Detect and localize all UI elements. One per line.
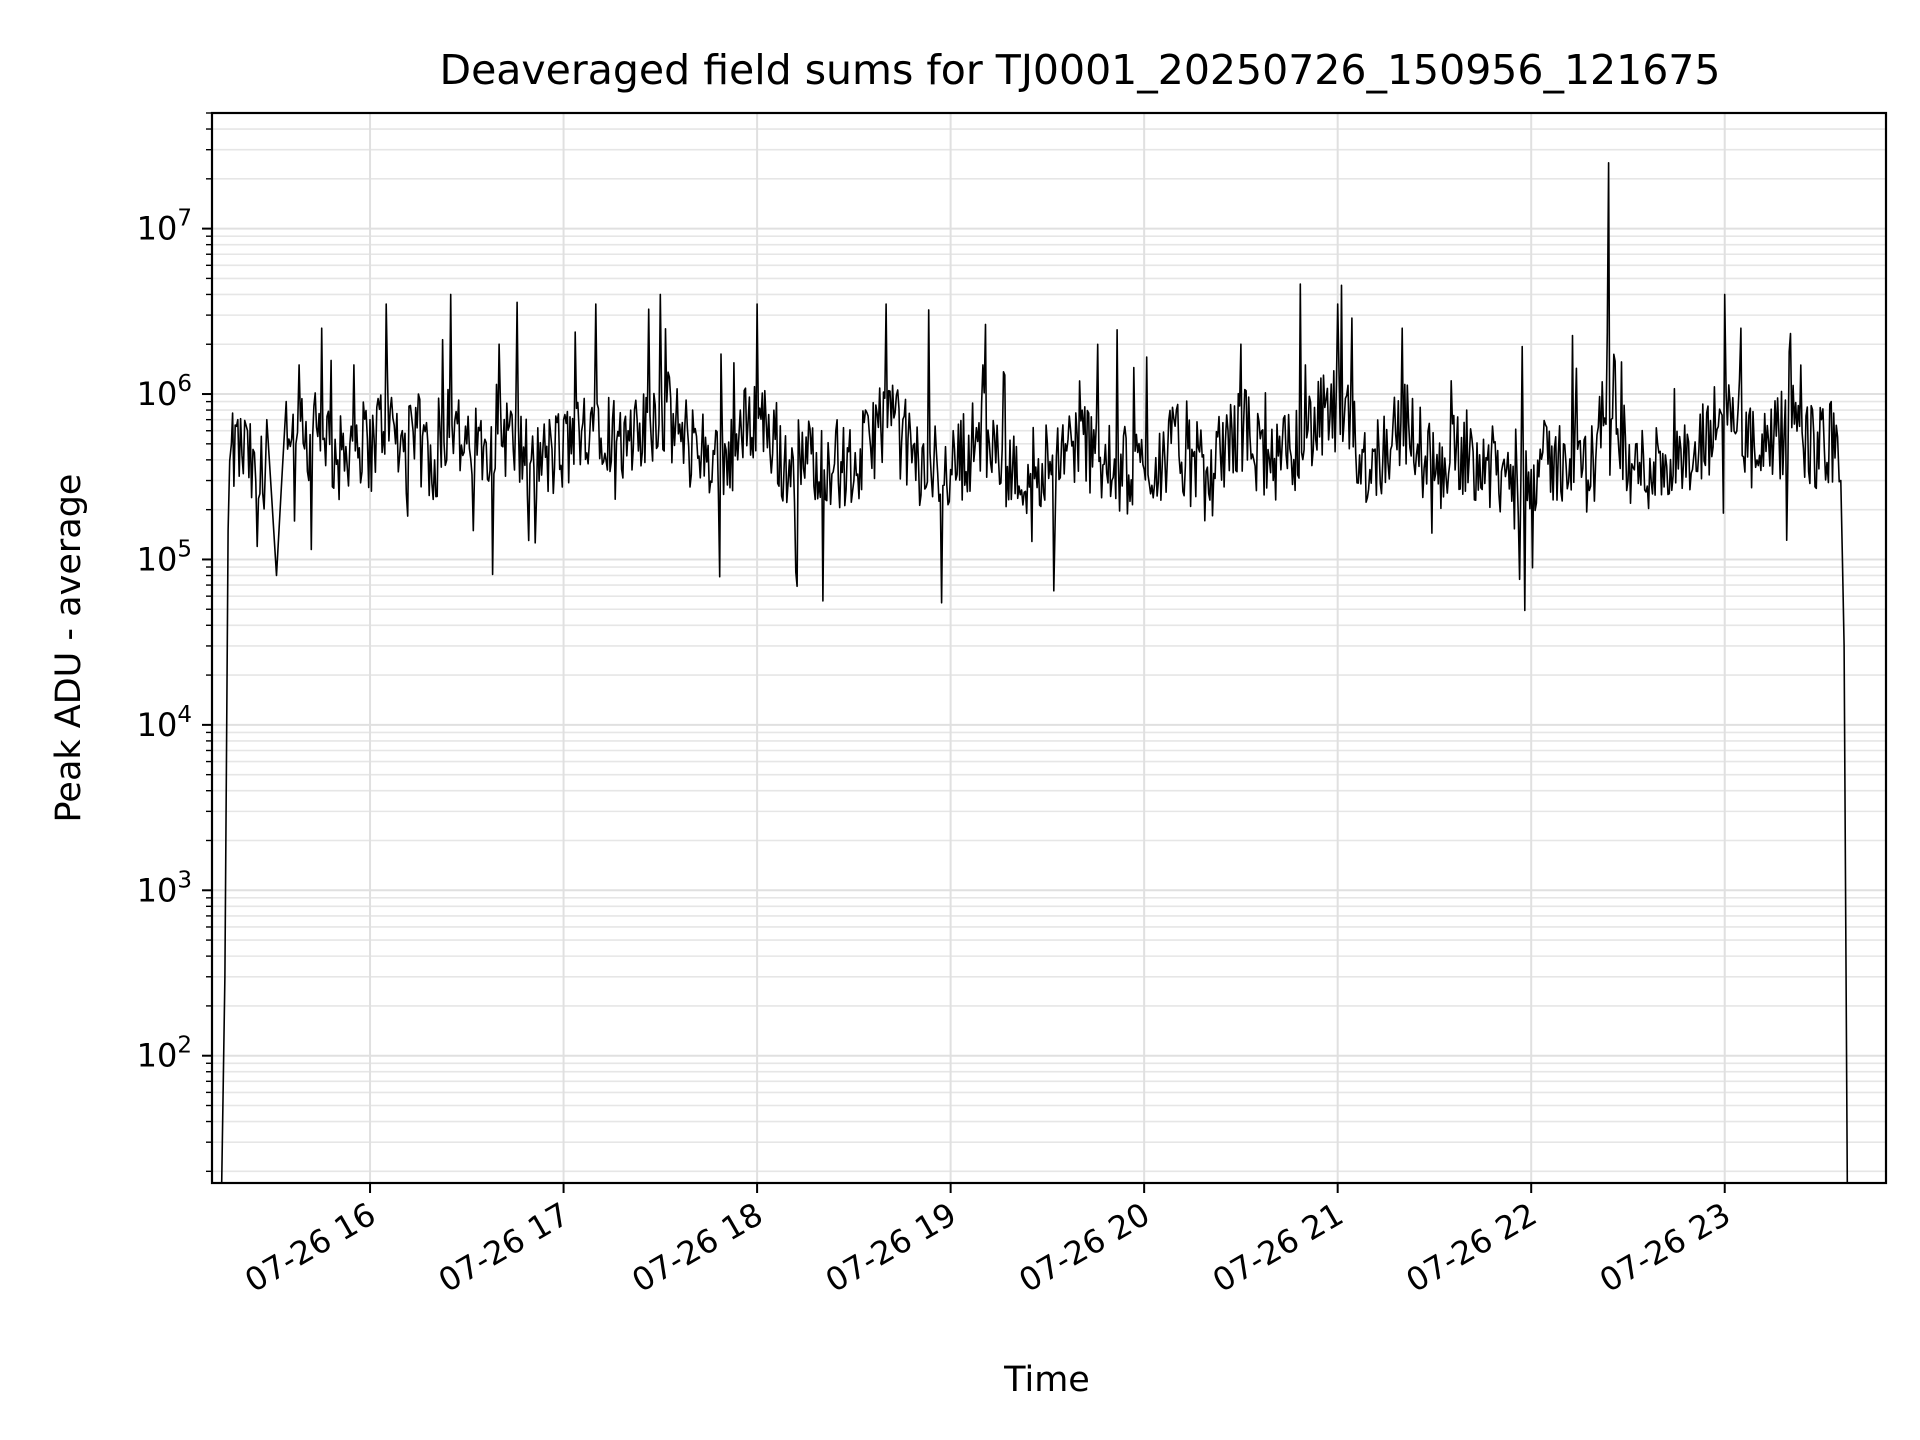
y-tick-label: 104 — [137, 702, 192, 744]
chart-title: Deaveraged field sums for TJ0001_2025072… — [440, 46, 1721, 94]
y-tick-label: 107 — [137, 206, 192, 248]
y-tick-label: 102 — [137, 1033, 192, 1075]
y-tick-label: 105 — [137, 536, 192, 578]
plot-frame — [210, 111, 1888, 1185]
y-tick-label: 106 — [137, 371, 192, 413]
y-tick-label: 103 — [137, 867, 192, 909]
x-axis-label: Time — [1003, 1360, 1090, 1400]
series-line — [220, 162, 1849, 1184]
series-layer — [220, 162, 1849, 1184]
y-axis-label: Peak ADU - average — [49, 474, 89, 823]
